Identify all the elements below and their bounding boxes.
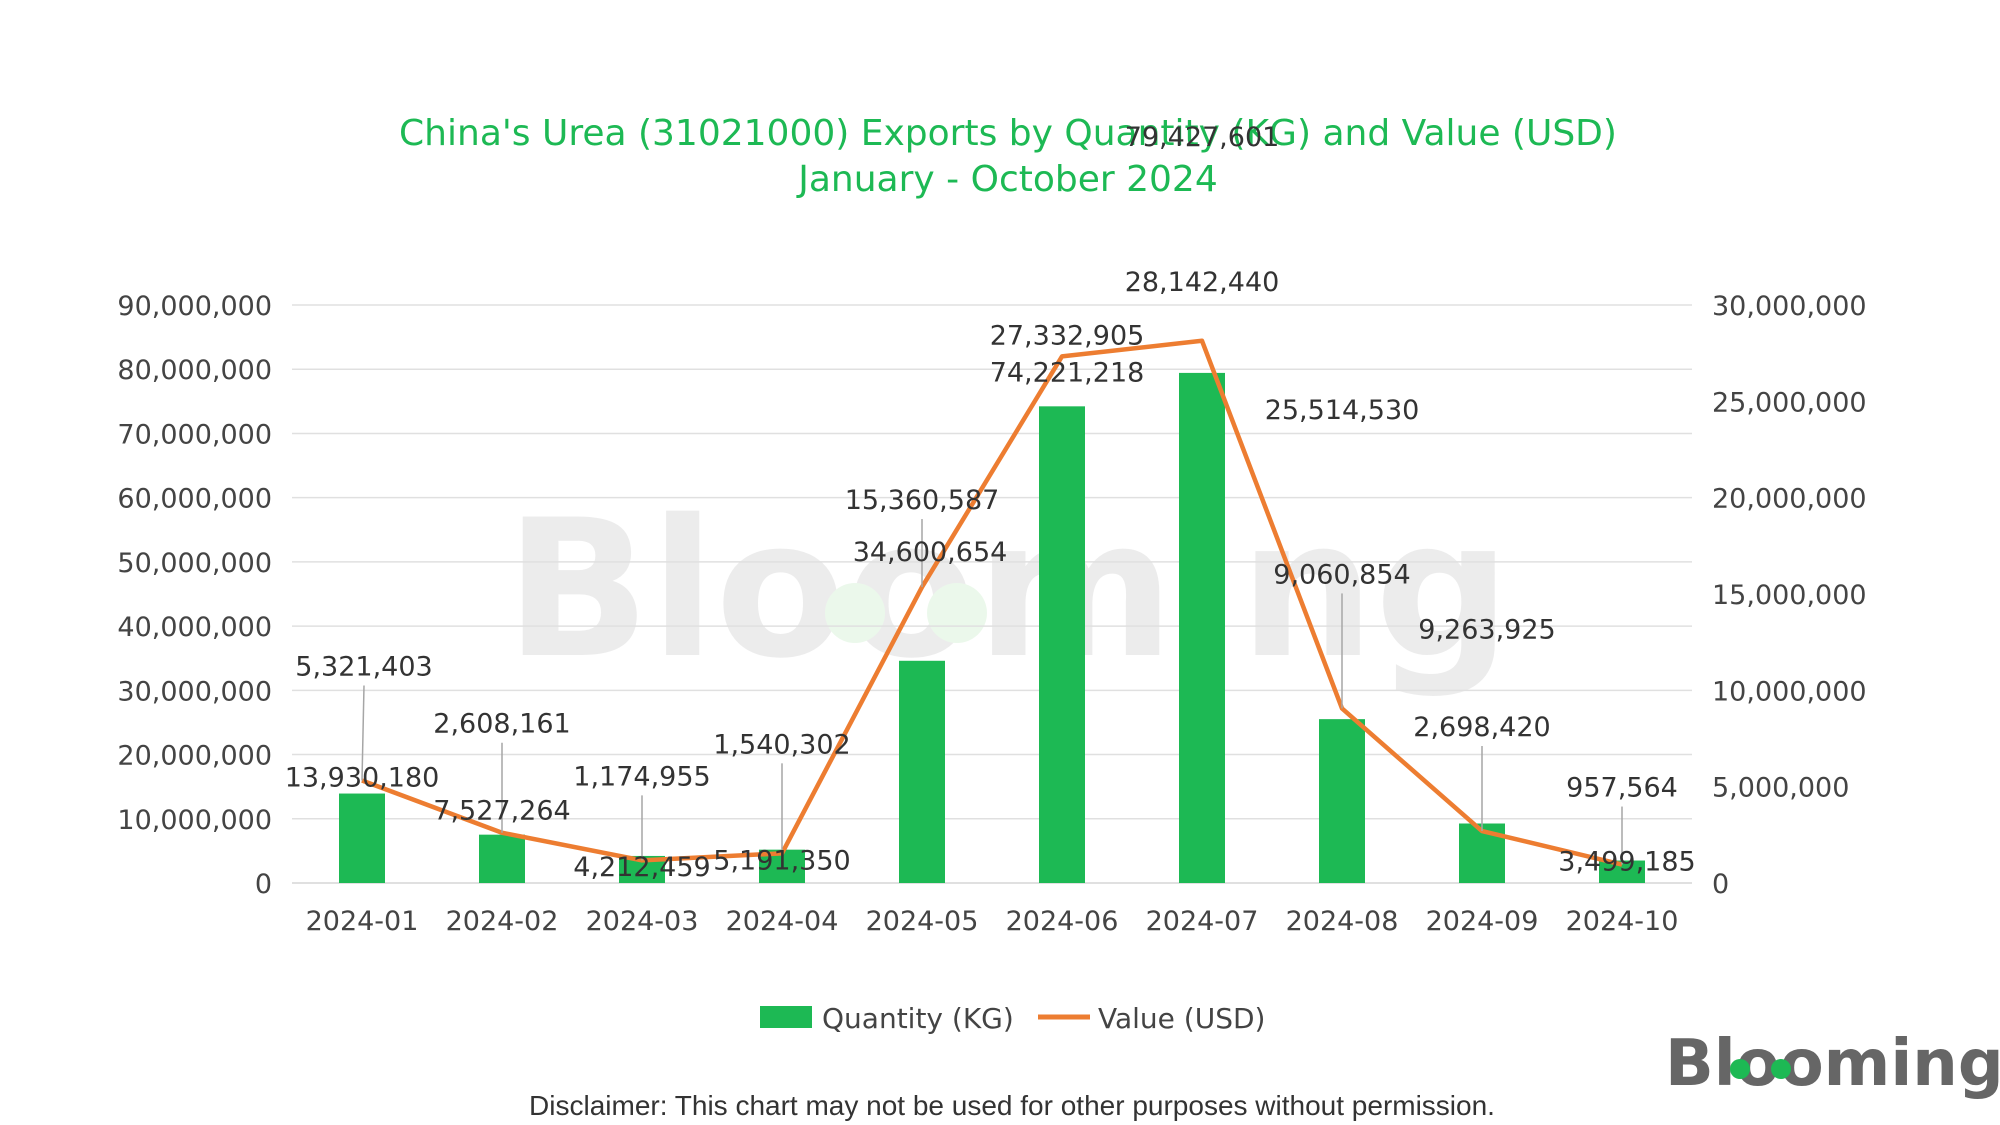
x-tick-label: 2024-07 — [1146, 906, 1259, 937]
legend: Quantity (KG) Value (USD) — [760, 1002, 1265, 1035]
y-left-tick-label: 80,000,000 — [117, 355, 272, 386]
y-right-tick-label: 15,000,000 — [1712, 580, 1867, 611]
y-left-tick-label: 50,000,000 — [117, 548, 272, 579]
y-right-tick-label: 30,000,000 — [1712, 291, 1867, 322]
watermark: Blooming — [505, 479, 1510, 700]
brand-logo: Blooming — [1665, 1027, 2000, 1101]
watermark-dot-right — [927, 583, 987, 643]
y-left-tick-label: 90,000,000 — [117, 291, 272, 322]
line-series-value — [361, 338, 1623, 867]
bar-data-label: 34,600,654 — [853, 537, 1008, 568]
bar-data-label: 9,263,925 — [1418, 615, 1555, 646]
bar-data-label: 7,527,264 — [433, 796, 570, 827]
bar-quantity — [1039, 406, 1085, 883]
x-tick-label: 2024-10 — [1566, 906, 1679, 937]
bar-data-label: 79,427,601 — [1125, 122, 1280, 153]
y-right-tick-label: 25,000,000 — [1712, 387, 1867, 418]
line-value — [361, 338, 1623, 867]
x-tick-label: 2024-08 — [1286, 906, 1399, 937]
x-tick-label: 2024-02 — [446, 906, 559, 937]
y-left-tick-label: 20,000,000 — [117, 741, 272, 772]
watermark-dot-left — [825, 583, 885, 643]
chart-title-line2: January - October 2024 — [796, 159, 1217, 200]
line-data-label: 5,321,403 — [295, 651, 432, 682]
line-data-label: 1,540,302 — [713, 729, 850, 760]
bar-data-label: 4,212,459 — [573, 852, 710, 883]
y-axis-right: 0 5,000,000 10,000,000 15,000,000 20,000,000… — [1712, 291, 1867, 900]
line-data-label: 957,564 — [1566, 773, 1678, 804]
y-right-tick-label: 10,000,000 — [1712, 676, 1867, 707]
line-data-label: 2,608,161 — [433, 709, 570, 740]
x-tick-label: 2024-09 — [1426, 906, 1539, 937]
label-leader-lines — [361, 519, 1623, 865]
legend-label-quantity: Quantity (KG) — [822, 1002, 1014, 1035]
y-left-tick-label: 60,000,000 — [117, 484, 272, 515]
line-data-label: 27,332,905 — [990, 320, 1145, 351]
x-tick-label: 2024-03 — [586, 906, 699, 937]
y-left-tick-label: 10,000,000 — [117, 805, 272, 836]
bar-data-label: 74,221,218 — [990, 357, 1145, 388]
y-right-tick-label: 20,000,000 — [1712, 484, 1867, 515]
watermark-text: Blooming — [505, 479, 1510, 700]
line-data-label: 2,698,420 — [1413, 712, 1550, 743]
bar-data-label: 5,191,350 — [713, 846, 850, 877]
bar-quantity — [339, 793, 385, 883]
y-right-tick-label: 0 — [1712, 869, 1729, 900]
bar-data-label: 3,499,185 — [1558, 847, 1695, 878]
line-data-label: 15,360,587 — [845, 485, 1000, 516]
y-right-tick-label: 5,000,000 — [1712, 773, 1849, 804]
x-tick-label: 2024-06 — [1006, 906, 1119, 937]
leader-line — [361, 685, 365, 781]
legend-swatch-quantity — [760, 1006, 812, 1028]
line-data-label: 28,142,440 — [1125, 267, 1280, 298]
logo-dot-left — [1730, 1059, 1750, 1079]
bar-quantity — [899, 660, 945, 883]
x-tick-label: 2024-01 — [306, 906, 419, 937]
x-tick-label: 2024-05 — [866, 906, 979, 937]
bar-quantity — [1319, 719, 1365, 883]
gridlines — [292, 304, 1692, 884]
bar-quantity — [1179, 372, 1225, 883]
y-left-tick-label: 40,000,000 — [117, 612, 272, 643]
logo-dot-right — [1771, 1059, 1791, 1079]
y-left-tick-label: 30,000,000 — [117, 676, 272, 707]
x-tick-label: 2024-04 — [726, 906, 839, 937]
bar-quantity — [479, 834, 525, 883]
line-data-label: 1,174,955 — [573, 761, 710, 792]
bar-data-label: 13,930,180 — [285, 763, 440, 794]
y-left-tick-label: 70,000,000 — [117, 419, 272, 450]
bar-data-label: 25,514,530 — [1265, 395, 1420, 426]
line-data-label: 9,060,854 — [1273, 559, 1410, 590]
chart-title-line1: China's Urea (31021000) Exports by Quant… — [399, 113, 1617, 154]
disclaimer-text: Disclaimer: This chart may not be used f… — [529, 1090, 1495, 1121]
y-axis-left: 0 10,000,000 20,000,000 30,000,000 40,000,00… — [117, 291, 272, 900]
logo-text: Blooming — [1665, 1027, 2000, 1101]
bar-series-quantity — [339, 372, 1645, 883]
bar-quantity — [1599, 860, 1645, 883]
x-axis: 2024-01 2024-02 2024-03 2024-04 2024-05 2024-… — [306, 906, 1679, 937]
legend-label-value: Value (USD) — [1098, 1002, 1265, 1035]
y-left-tick-label: 0 — [255, 869, 272, 900]
